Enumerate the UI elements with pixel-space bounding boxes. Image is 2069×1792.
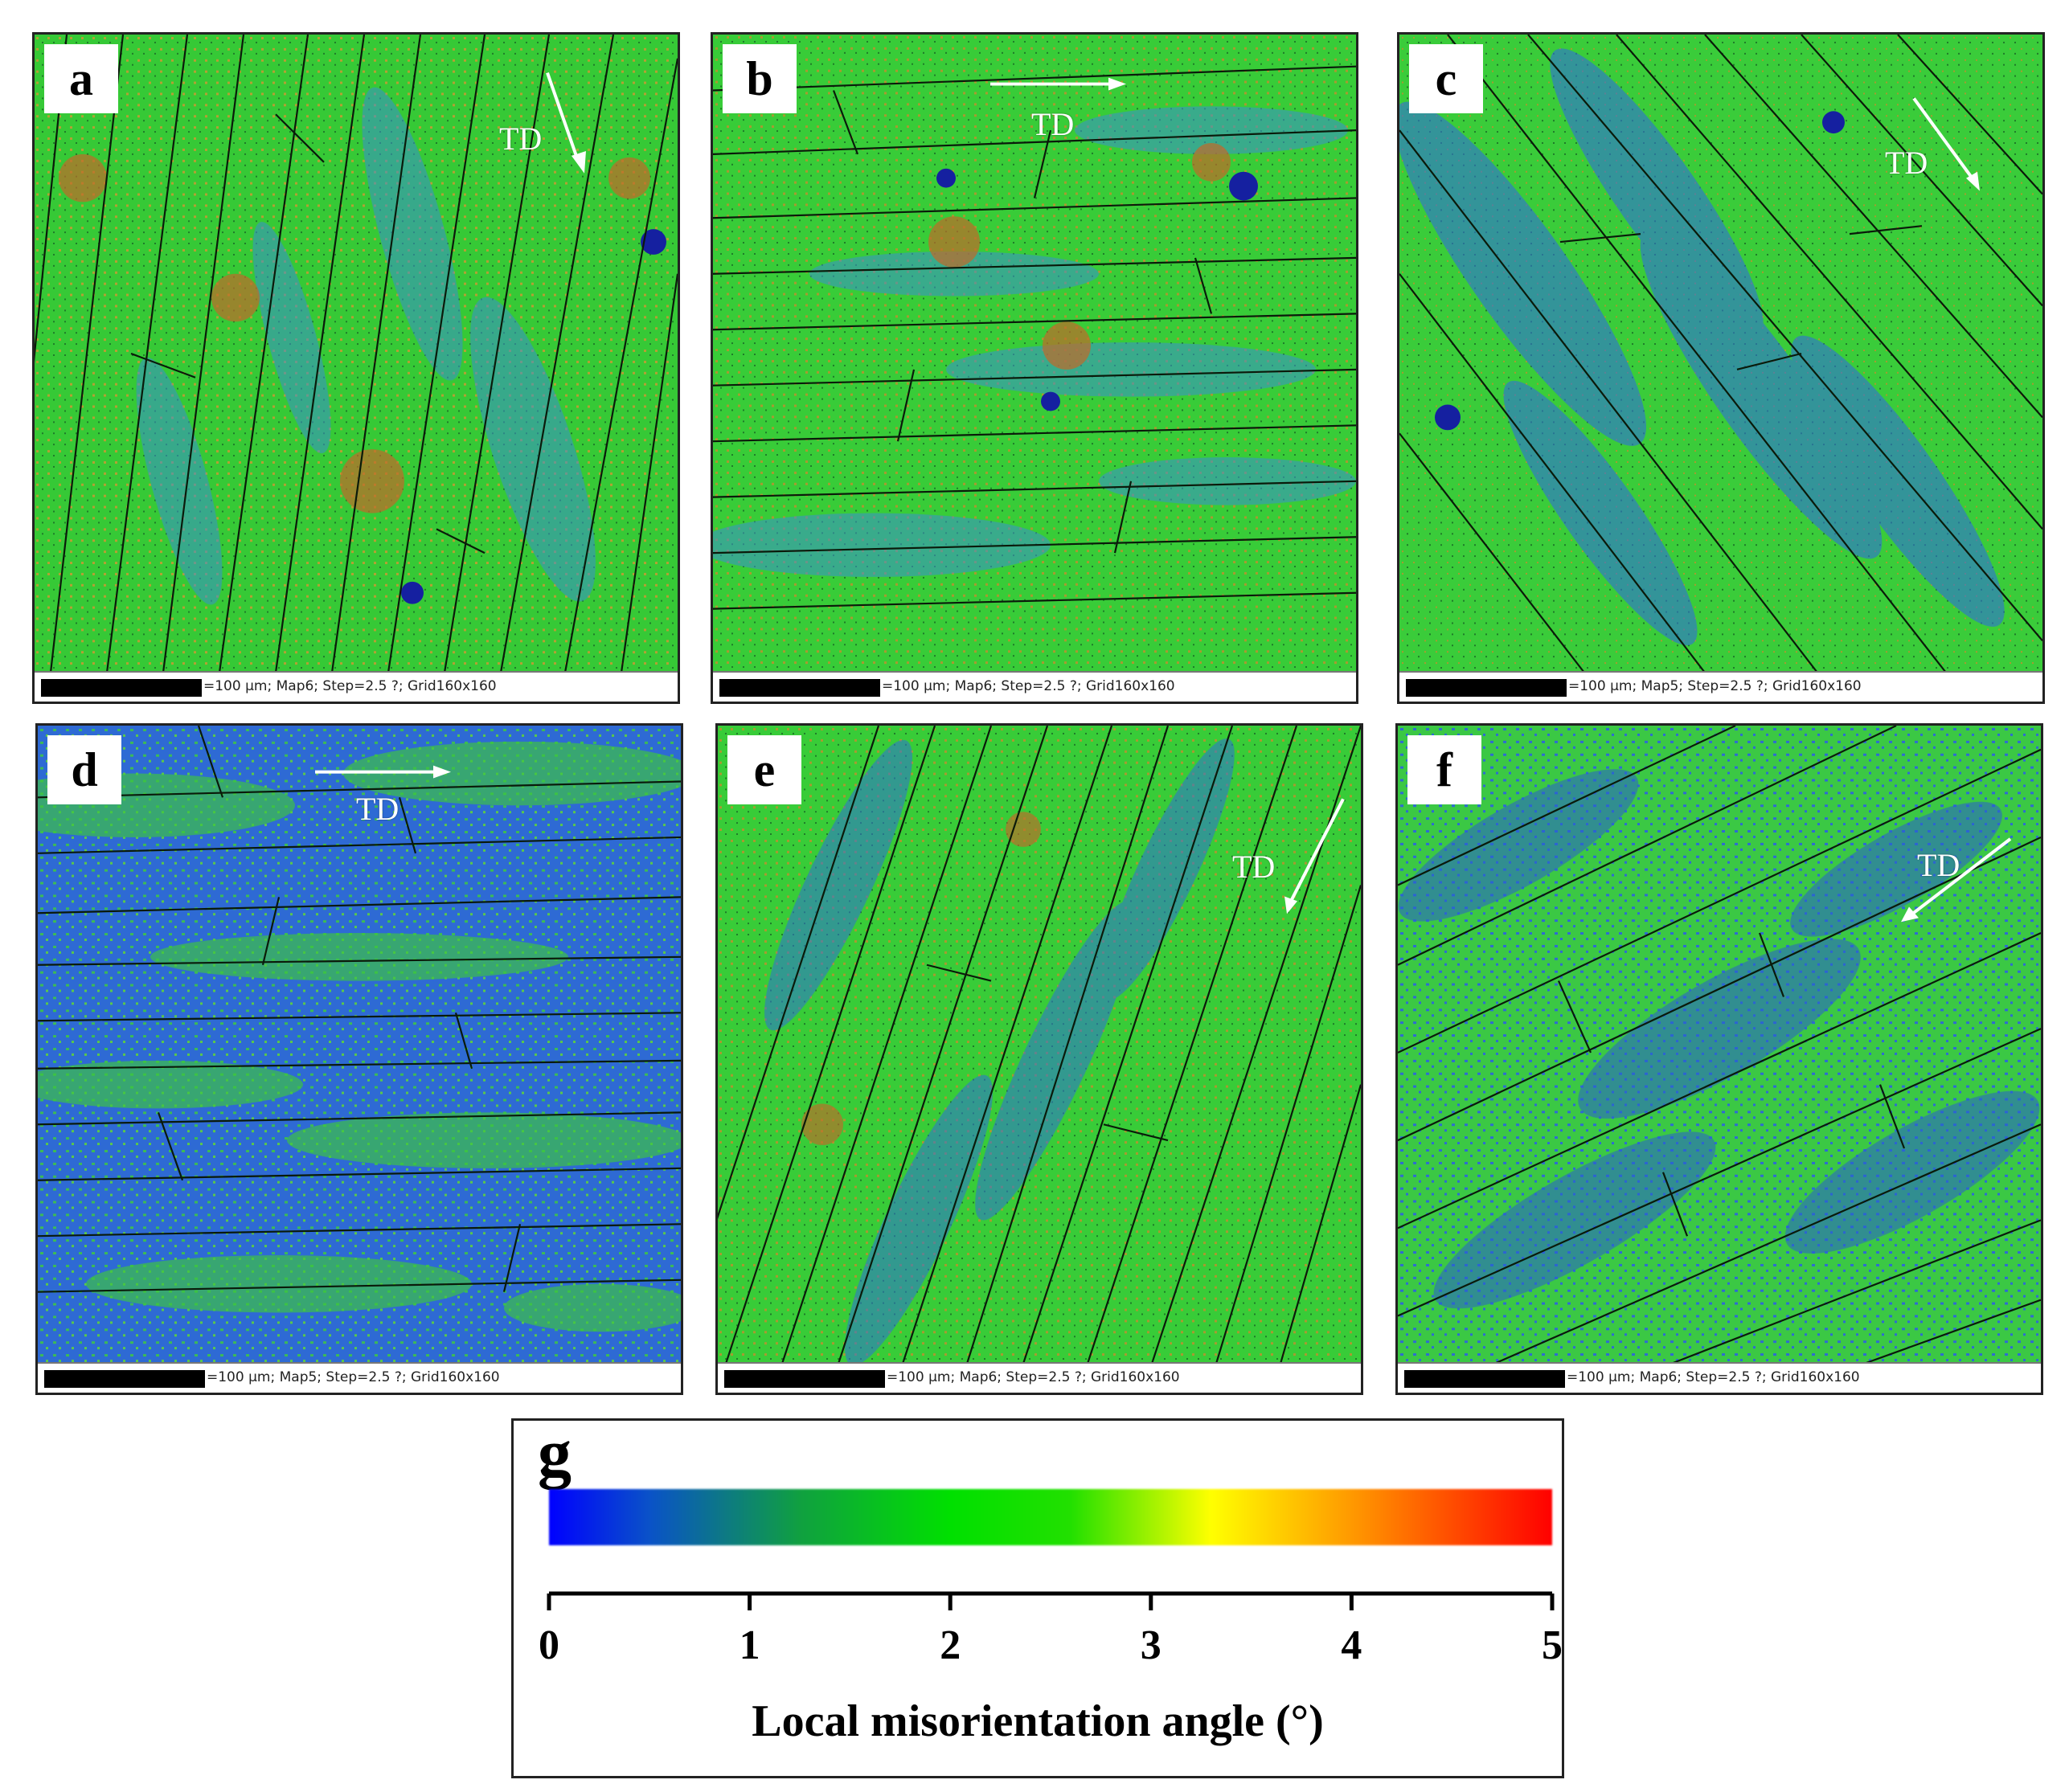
panel-letter: c [1409,44,1483,113]
misorientation-map-f [1398,726,2041,1364]
scale-info-bar: =100 μm; Map6; Step=2.5 ?; Grid160x160 [718,1362,1361,1393]
misorientation-map-a [35,35,678,673]
ebsd-map-panel-d: d TD =100 μm; Map5; Step=2.5 ?; Grid160x… [35,723,683,1395]
panel-letter: b [723,44,797,113]
tick-label-0: 0 [539,1622,559,1668]
scale-info-bar: =100 μm; Map6; Step=2.5 ?; Grid160x160 [35,671,678,702]
scale-info-text: =100 μm; Map6; Step=2.5 ?; Grid160x160 [1567,1369,1860,1385]
panel-letter: a [44,44,118,113]
scale-info-text: =100 μm; Map6; Step=2.5 ?; Grid160x160 [203,678,497,694]
scale-info-bar: =100 μm; Map5; Step=2.5 ?; Grid160x160 [1399,671,2042,702]
scale-info-bar: =100 μm; Map5; Step=2.5 ?; Grid160x160 [38,1362,681,1393]
tick-label-2: 2 [940,1622,961,1668]
misorientation-map-e [718,726,1361,1364]
color-scale-legend: g 0 1 2 3 4 5 Local misorientation angle… [511,1416,1564,1778]
scale-info-bar: =100 μm; Map6; Step=2.5 ?; Grid160x160 [1398,1362,2041,1393]
scale-bar [1406,679,1567,697]
panel-letter: d [47,735,121,804]
tick-label-5: 5 [1542,1622,1563,1668]
td-label: TD [1885,145,1928,181]
misorientation-map-c [1399,35,2042,673]
panel-letter: e [727,735,801,804]
panel-letter: f [1407,735,1481,804]
misorientation-map-d [38,726,681,1364]
scale-bar [44,1370,205,1388]
panel-letter: g [538,1416,572,1491]
td-label: TD [356,791,399,827]
ebsd-map-panel-e: e TD =100 μm; Map6; Step=2.5 ?; Grid160x… [715,723,1363,1395]
color-gradient-bar [549,1489,1552,1545]
scale-bar [1404,1370,1565,1388]
scale-bar [719,679,880,697]
ebsd-map-panel-b: b TD =100 μm; Map6; Step=2.5 ?; Grid160x… [711,32,1358,704]
scale-info-text: =100 μm; Map6; Step=2.5 ?; Grid160x160 [882,678,1175,694]
axis-title: Local misorientation angle (°) [752,1696,1324,1746]
legend-axis [547,1591,1555,1610]
misorientation-map-b [713,35,1356,673]
ebsd-map-panel-c: c TD =100 μm; Map5; Step=2.5 ?; Grid160x… [1397,32,2045,704]
tick-label-1: 1 [739,1622,760,1668]
scale-info-text: =100 μm; Map5; Step=2.5 ?; Grid160x160 [1568,678,1862,694]
td-label: TD [1031,106,1075,142]
td-label: TD [499,121,543,157]
ebsd-map-panel-f: f TD =100 μm; Map6; Step=2.5 ?; Grid160x… [1395,723,2043,1395]
scale-info-bar: =100 μm; Map6; Step=2.5 ?; Grid160x160 [713,671,1356,702]
scale-info-text: =100 μm; Map5; Step=2.5 ?; Grid160x160 [207,1369,500,1385]
td-label: TD [1917,847,1960,883]
tick-label-3: 3 [1140,1622,1162,1668]
tick-label-4: 4 [1341,1622,1362,1668]
ebsd-map-panel-a: a TD =100 μm; Map6; Step=2.5 ?; Grid160x… [32,32,680,704]
scale-bar [724,1370,885,1388]
td-label: TD [1232,849,1276,885]
scale-info-text: =100 μm; Map6; Step=2.5 ?; Grid160x160 [887,1369,1180,1385]
scale-bar [41,679,202,697]
